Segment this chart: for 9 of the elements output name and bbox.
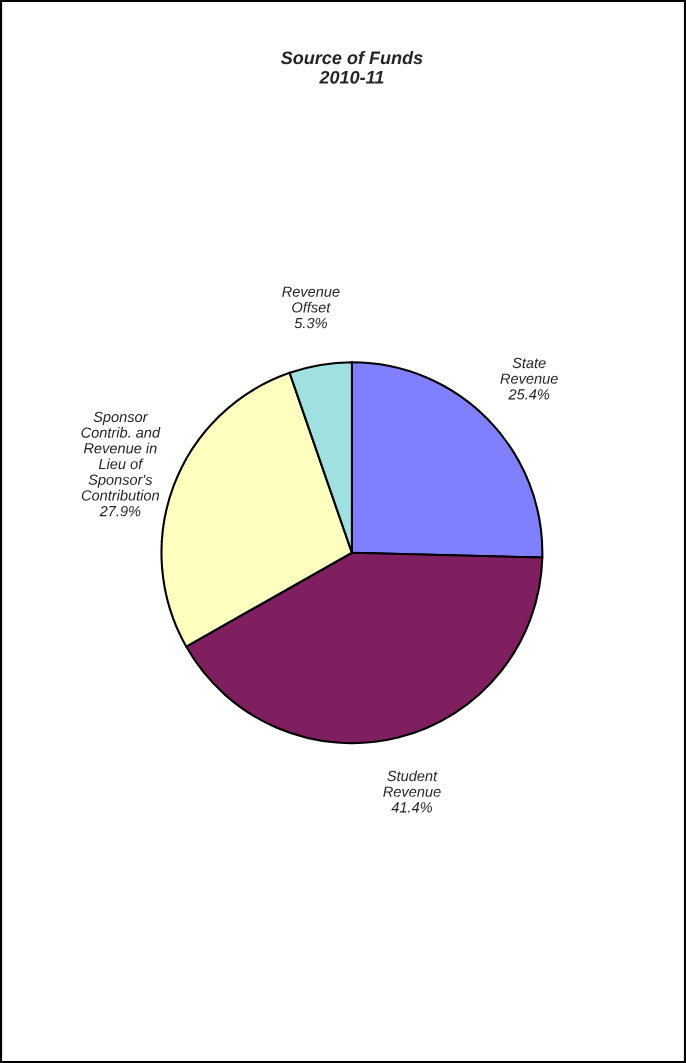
- slice-label: State Revenue: [500, 357, 558, 384]
- data-label: 25.4%: [508, 389, 550, 400]
- data-label: 41.4%: [391, 802, 433, 813]
- slice-label: Revenue Offset: [282, 286, 340, 313]
- slice-label: Student Revenue: [383, 770, 441, 797]
- data-label: 5.3%: [294, 317, 327, 329]
- data-label: 27.9%: [99, 505, 141, 517]
- slice-label: Sponsor Contrib. and Revenue in Lieu of Sponsor's Contribution: [81, 411, 161, 501]
- chart-title: Source of Funds 2010-11: [280, 50, 423, 84]
